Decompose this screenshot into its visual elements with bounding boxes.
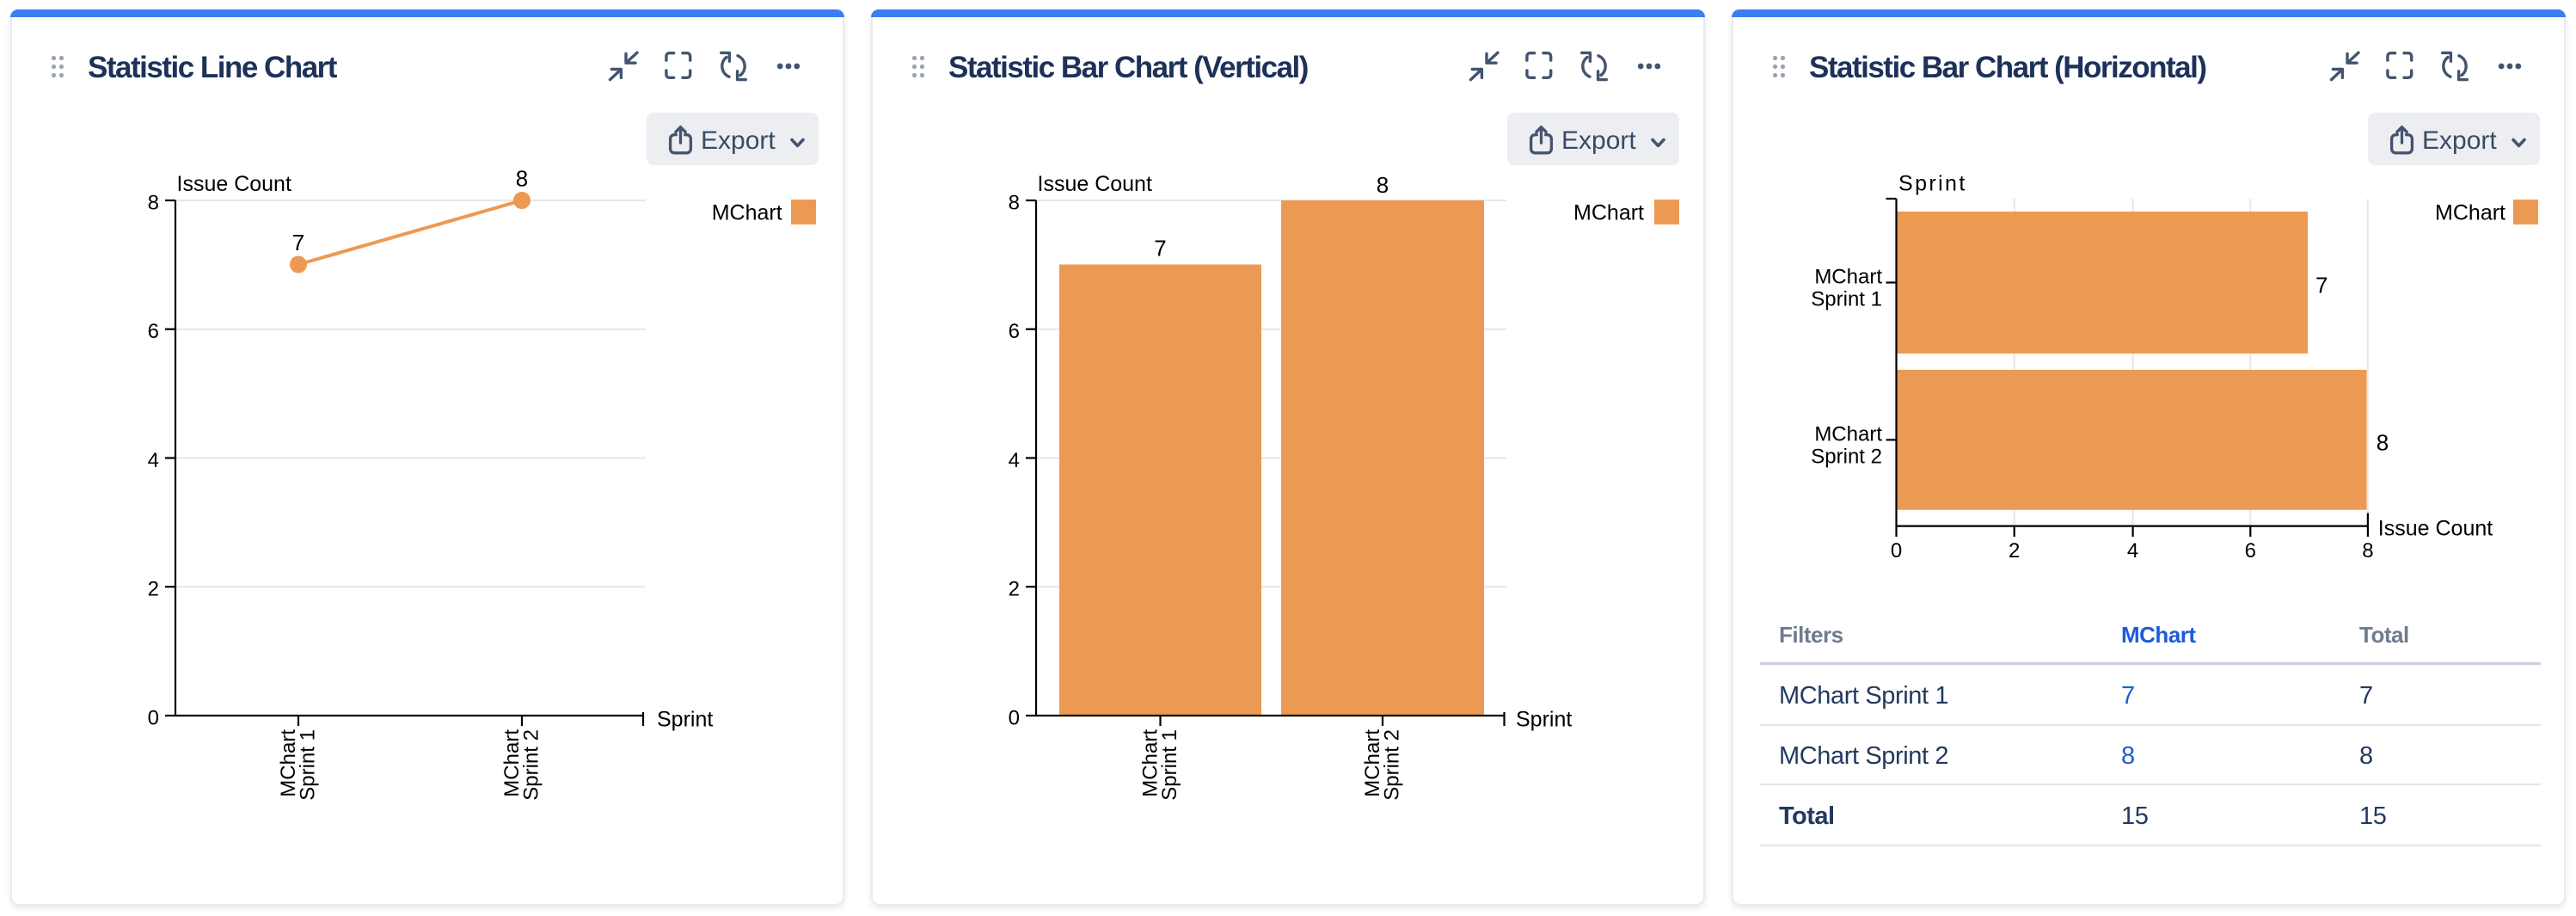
svg-text:2: 2 (148, 578, 159, 601)
svg-text:Sprint: Sprint (657, 708, 713, 732)
svg-text:Sprint 1: Sprint 1 (1811, 288, 1882, 311)
svg-text:MChart: MChart (1139, 729, 1162, 797)
svg-text:Sprint 1: Sprint 1 (297, 729, 320, 801)
svg-text:8: 8 (516, 166, 528, 192)
svg-text:7: 7 (2315, 273, 2328, 298)
svg-text:MChart: MChart (712, 200, 782, 224)
svg-text:Sprint: Sprint (1898, 172, 1967, 196)
svg-text:8: 8 (1009, 192, 1020, 215)
svg-text:Sprint 2: Sprint 2 (520, 729, 543, 801)
svg-text:6: 6 (2245, 539, 2256, 563)
svg-text:0: 0 (1009, 707, 1020, 730)
svg-text:Sprint: Sprint (1516, 708, 1572, 732)
svg-text:Sprint 2: Sprint 2 (1811, 445, 1882, 468)
svg-text:6: 6 (1009, 320, 1020, 343)
svg-text:2: 2 (2009, 539, 2020, 563)
svg-text:7: 7 (292, 230, 304, 255)
svg-text:8: 8 (2377, 429, 2389, 455)
svg-text:MChart: MChart (500, 729, 524, 797)
svg-text:8: 8 (148, 192, 159, 215)
svg-text:Issue Count: Issue Count (1038, 172, 1152, 196)
svg-text:MChart: MChart (2435, 200, 2505, 224)
svg-text:MChart: MChart (1361, 729, 1384, 797)
svg-text:8: 8 (2362, 539, 2373, 563)
svg-text:7: 7 (1154, 236, 1166, 261)
svg-text:Sprint 2: Sprint 2 (1381, 729, 1404, 801)
svg-text:MChart: MChart (1814, 422, 1882, 446)
svg-text:4: 4 (148, 449, 159, 472)
svg-text:0: 0 (148, 707, 159, 730)
svg-text:2: 2 (1009, 578, 1020, 601)
svg-text:4: 4 (2127, 539, 2138, 563)
svg-text:Issue Count: Issue Count (177, 172, 291, 196)
svg-text:8: 8 (1377, 172, 1389, 198)
svg-text:0: 0 (1891, 539, 1902, 563)
svg-text:Issue Count: Issue Count (2378, 517, 2493, 541)
svg-text:MChart: MChart (277, 729, 300, 797)
svg-text:4: 4 (1009, 449, 1020, 472)
svg-text:MChart: MChart (1814, 266, 1882, 289)
svg-text:MChart: MChart (1573, 200, 1644, 224)
svg-text:6: 6 (148, 320, 159, 343)
svg-text:Sprint 1: Sprint 1 (1158, 729, 1181, 801)
